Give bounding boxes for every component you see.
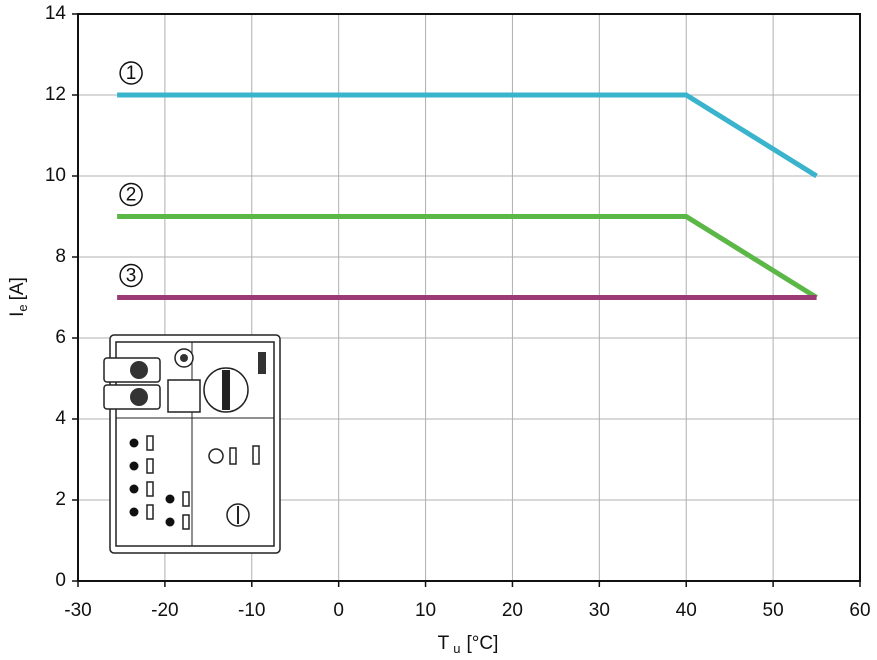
y-label-symbol: I bbox=[7, 312, 28, 317]
x-tick-label: -20 bbox=[151, 600, 178, 621]
x-tick-label: 60 bbox=[849, 600, 870, 621]
y-label-subscript: e bbox=[15, 304, 30, 311]
y-axis-label: Ie [A] bbox=[7, 277, 30, 317]
y-tick-label: 4 bbox=[55, 408, 66, 429]
series-marker-circle bbox=[119, 61, 143, 85]
y-tick-label: 2 bbox=[55, 489, 66, 510]
y-tick-label: 0 bbox=[55, 570, 66, 591]
series-label: 2 bbox=[126, 185, 137, 206]
device-illustration bbox=[103, 334, 281, 554]
x-tick-label: 50 bbox=[763, 600, 784, 621]
y-label-unit: [A] bbox=[7, 277, 28, 300]
series-label: 3 bbox=[126, 266, 137, 287]
y-tick-label: 6 bbox=[55, 327, 66, 348]
series-line bbox=[117, 214, 818, 300]
series-line bbox=[117, 92, 818, 179]
x-tick-label: 10 bbox=[415, 600, 436, 621]
y-tick-label: 10 bbox=[45, 165, 66, 186]
plot-frame bbox=[77, 13, 861, 582]
series-marker-circle bbox=[119, 182, 143, 207]
series-marker-circle bbox=[119, 263, 143, 288]
x-label-subscript: u bbox=[453, 641, 460, 656]
x-tick-label: 20 bbox=[502, 600, 523, 621]
y-tick-label: 12 bbox=[45, 84, 66, 105]
y-tick-label: 14 bbox=[45, 3, 67, 24]
series-label: 1 bbox=[126, 63, 137, 84]
lines: 1 2 3 bbox=[117, 61, 818, 300]
x-tick-label: -10 bbox=[238, 600, 265, 621]
x-label-symbol: T bbox=[438, 633, 450, 654]
x-label-unit: [°C] bbox=[466, 633, 498, 654]
y-tick-label: 8 bbox=[55, 246, 66, 267]
x-tick-label: 40 bbox=[676, 600, 697, 621]
x-tick-label: -30 bbox=[64, 600, 91, 621]
x-tick-label: 0 bbox=[333, 600, 344, 621]
x-tick-label: 30 bbox=[589, 600, 610, 621]
